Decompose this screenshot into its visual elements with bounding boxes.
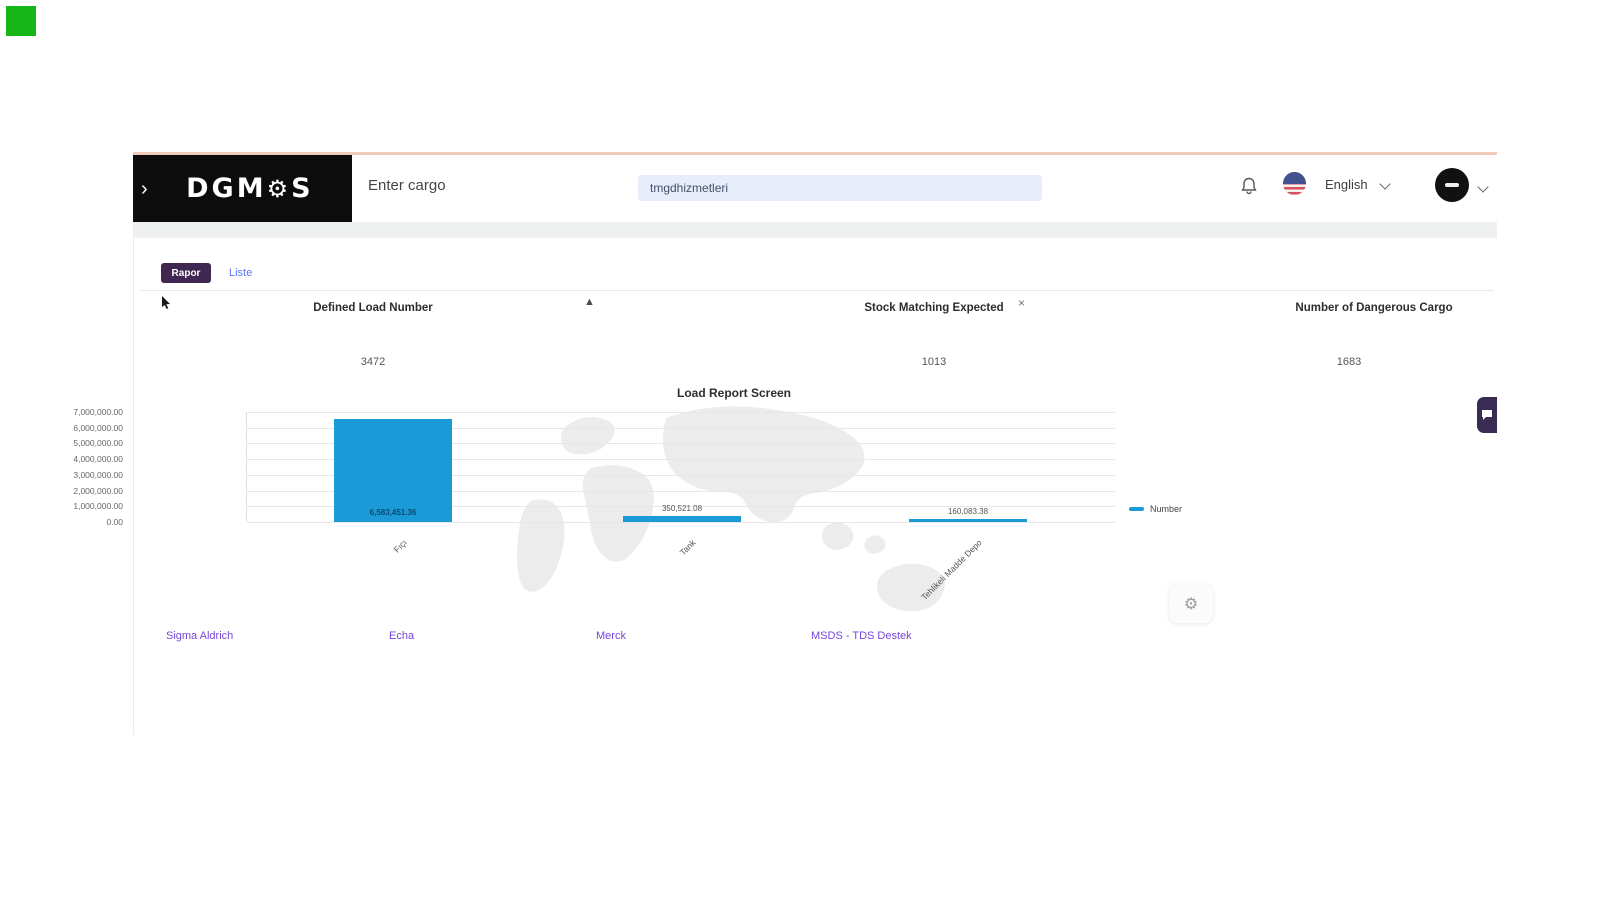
- card-title-defined-load: Defined Load Number: [313, 302, 433, 314]
- chart-legend: Number: [1129, 504, 1182, 514]
- gridline: [247, 459, 1115, 461]
- header-content-gap: [133, 222, 1497, 238]
- language-selector[interactable]: English: [1325, 177, 1368, 192]
- gear-icon: ⚙: [1183, 593, 1199, 613]
- main-content: Rapor Liste ▲ × Defined Load Number 3472…: [73, 238, 1498, 735]
- footer-link-0[interactable]: Sigma Aldrich: [166, 630, 234, 642]
- settings-gear-button[interactable]: ⚙: [1169, 583, 1213, 623]
- logo-block: › DGM⚙S: [133, 155, 352, 222]
- close-icon[interactable]: ×: [1018, 296, 1026, 310]
- y-tick-label: 4,000,000.00: [73, 454, 123, 465]
- bar-0[interactable]: 6,583,451.36: [334, 418, 452, 522]
- card-value-defined-load: 3472: [360, 356, 386, 368]
- avatar[interactable]: [1435, 168, 1469, 202]
- gridline: [247, 522, 1115, 523]
- card-title-dangerous-cargo: Number of Dangerous Cargo: [1295, 302, 1453, 314]
- recording-indicator: [6, 6, 36, 36]
- bar-value-label: 350,521.08: [661, 504, 703, 514]
- y-tick-label: 7,000,000.00: [73, 407, 123, 417]
- search-input[interactable]: [638, 175, 1042, 201]
- card-value-dangerous-cargo: 1683: [1336, 356, 1362, 368]
- profile-chevron-down-icon[interactable]: [1477, 181, 1489, 193]
- card-title-stock-matching: Stock Matching Expected: [864, 302, 1004, 314]
- notifications-bell-icon[interactable]: [1241, 177, 1257, 200]
- gridline: [247, 443, 1115, 445]
- card-value-stock-matching: 1013: [921, 356, 947, 368]
- bar-value-label: 6,583,451.36: [369, 507, 417, 517]
- x-category-label: Fıçı: [391, 537, 409, 555]
- bar-1[interactable]: [623, 516, 741, 522]
- chevron-down-icon[interactable]: [1379, 178, 1391, 190]
- y-tick-label: 0.00: [106, 517, 123, 527]
- chat-bubble-icon: [1482, 410, 1492, 420]
- support-chat-tab[interactable]: [1477, 397, 1497, 433]
- gridline: [247, 412, 1115, 413]
- tab-list[interactable]: Liste: [229, 267, 253, 279]
- app-logo: DGM⚙S: [186, 173, 314, 204]
- legend-label: Number: [1150, 504, 1183, 514]
- sidebar-collapse-icon[interactable]: ›: [141, 177, 148, 200]
- y-tick-label: 2,000,000.00: [73, 485, 123, 496]
- chart-title: Load Report Screen: [676, 386, 792, 400]
- y-tick-label: 1,000,000.00: [73, 501, 123, 512]
- tab-report[interactable]: Rapor: [161, 263, 211, 283]
- y-tick-label: 5,000,000.00: [73, 438, 123, 449]
- legend-marker: [1129, 507, 1144, 511]
- footer-link-2[interactable]: Merck: [596, 630, 626, 642]
- gridline: [247, 506, 1115, 508]
- bar-2[interactable]: [909, 519, 1027, 522]
- divider: [139, 290, 1494, 291]
- x-category-label: Tehlikeli Madde Depo: [918, 537, 984, 603]
- warning-triangle-icon: ▲: [584, 296, 595, 308]
- search-label: Enter cargo: [368, 177, 446, 194]
- y-tick-label: 3,000,000.00: [73, 469, 123, 480]
- gridline: [247, 490, 1115, 492]
- y-tick-label: 6,000,000.00: [73, 422, 123, 433]
- top-header: › DGM⚙S Enter cargo English: [133, 152, 1497, 225]
- cursor-icon: [161, 296, 171, 314]
- language-flag-icon[interactable]: [1283, 172, 1306, 195]
- gridline: [247, 427, 1115, 429]
- footer-link-3[interactable]: MSDS - TDS Destek: [811, 630, 912, 642]
- bar-chart-plot-area: [246, 412, 1115, 523]
- bar-value-label: 160,083.38: [947, 507, 989, 517]
- logo-gear-icon: ⚙: [266, 175, 292, 203]
- footer-link-1[interactable]: Echa: [389, 630, 415, 642]
- gridline: [247, 474, 1115, 476]
- x-category-label: Tank: [677, 537, 698, 558]
